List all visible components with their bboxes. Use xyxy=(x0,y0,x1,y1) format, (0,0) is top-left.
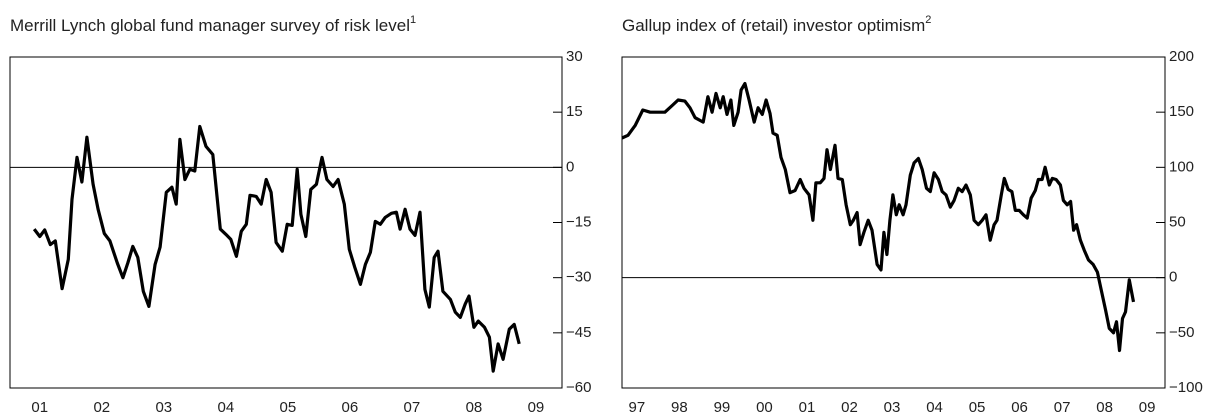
x-tick-label: 01 xyxy=(31,399,48,416)
y-tick-label: 100 xyxy=(1169,158,1194,175)
y-tick-label: −30 xyxy=(566,269,591,286)
y-tick-label: 150 xyxy=(1169,103,1194,120)
x-tick-label: 04 xyxy=(217,399,234,416)
x-tick-label: 08 xyxy=(1096,399,1113,416)
x-tick-label: 04 xyxy=(926,399,943,416)
title-footnote: 2 xyxy=(925,14,931,26)
y-tick-label: 30 xyxy=(566,48,583,65)
x-tick-label: 99 xyxy=(714,399,731,416)
y-tick-label: 0 xyxy=(566,158,574,175)
y-tick-label: −60 xyxy=(566,379,591,396)
title-text: Merrill Lynch global fund manager survey… xyxy=(10,16,410,35)
title-footnote: 1 xyxy=(410,14,416,26)
x-tick-label: 06 xyxy=(1011,399,1028,416)
y-tick-label: −100 xyxy=(1169,379,1203,396)
plot-frame xyxy=(9,56,563,389)
x-tick-label: 98 xyxy=(671,399,688,416)
x-tick-label: 09 xyxy=(528,399,545,416)
chart-title: Merrill Lynch global fund manager survey… xyxy=(10,14,416,36)
data-line xyxy=(32,124,521,373)
x-tick-label: 02 xyxy=(841,399,858,416)
y-tick-label: 50 xyxy=(1169,213,1186,230)
x-tick-label: 02 xyxy=(93,399,110,416)
x-tick-label: 06 xyxy=(342,399,359,416)
title-text: Gallup index of (retail) investor optimi… xyxy=(622,16,925,35)
data-line xyxy=(621,81,1136,353)
y-tick-label: −50 xyxy=(1169,324,1194,341)
x-tick-label: 03 xyxy=(155,399,172,416)
x-tick-label: 00 xyxy=(756,399,773,416)
y-tick-label: 200 xyxy=(1169,48,1194,65)
y-tick-label: −45 xyxy=(566,324,591,341)
x-tick-label: 03 xyxy=(884,399,901,416)
x-tick-label: 05 xyxy=(280,399,297,416)
x-tick-label: 05 xyxy=(969,399,986,416)
x-tick-label: 97 xyxy=(629,399,646,416)
chart-title: Gallup index of (retail) investor optimi… xyxy=(622,14,931,36)
x-tick-label: 01 xyxy=(799,399,816,416)
plot-frame xyxy=(621,56,1166,389)
y-tick-label: −15 xyxy=(566,213,591,230)
y-tick-label: 15 xyxy=(566,103,583,120)
x-tick-label: 09 xyxy=(1139,399,1156,416)
x-tick-label: 07 xyxy=(1054,399,1071,416)
x-tick-label: 07 xyxy=(404,399,421,416)
x-tick-label: 08 xyxy=(466,399,483,416)
y-tick-label: 0 xyxy=(1169,269,1177,286)
